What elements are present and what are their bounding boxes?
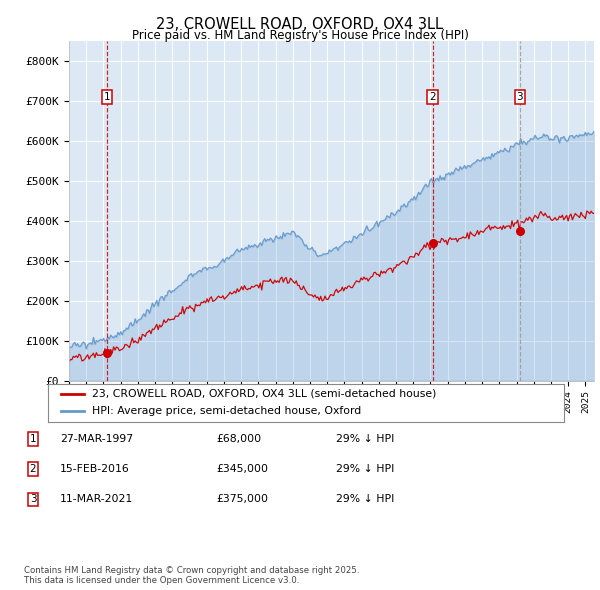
Text: £375,000: £375,000	[216, 494, 268, 504]
Text: 1: 1	[104, 92, 110, 102]
Text: 29% ↓ HPI: 29% ↓ HPI	[336, 494, 394, 504]
Text: 29% ↓ HPI: 29% ↓ HPI	[336, 464, 394, 474]
Text: 2: 2	[429, 92, 436, 102]
Text: Price paid vs. HM Land Registry's House Price Index (HPI): Price paid vs. HM Land Registry's House …	[131, 29, 469, 42]
Text: £68,000: £68,000	[216, 434, 261, 444]
Text: 3: 3	[29, 494, 37, 504]
Text: £345,000: £345,000	[216, 464, 268, 474]
Text: 11-MAR-2021: 11-MAR-2021	[60, 494, 133, 504]
Text: 27-MAR-1997: 27-MAR-1997	[60, 434, 133, 444]
Text: 23, CROWELL ROAD, OXFORD, OX4 3LL (semi-detached house): 23, CROWELL ROAD, OXFORD, OX4 3LL (semi-…	[92, 389, 436, 399]
Text: 23, CROWELL ROAD, OXFORD, OX4 3LL: 23, CROWELL ROAD, OXFORD, OX4 3LL	[157, 17, 443, 31]
Text: 15-FEB-2016: 15-FEB-2016	[60, 464, 130, 474]
Text: 29% ↓ HPI: 29% ↓ HPI	[336, 434, 394, 444]
Text: 1: 1	[29, 434, 37, 444]
Text: HPI: Average price, semi-detached house, Oxford: HPI: Average price, semi-detached house,…	[92, 407, 361, 417]
Text: Contains HM Land Registry data © Crown copyright and database right 2025.
This d: Contains HM Land Registry data © Crown c…	[24, 566, 359, 585]
Text: 3: 3	[517, 92, 523, 102]
Text: 2: 2	[29, 464, 37, 474]
